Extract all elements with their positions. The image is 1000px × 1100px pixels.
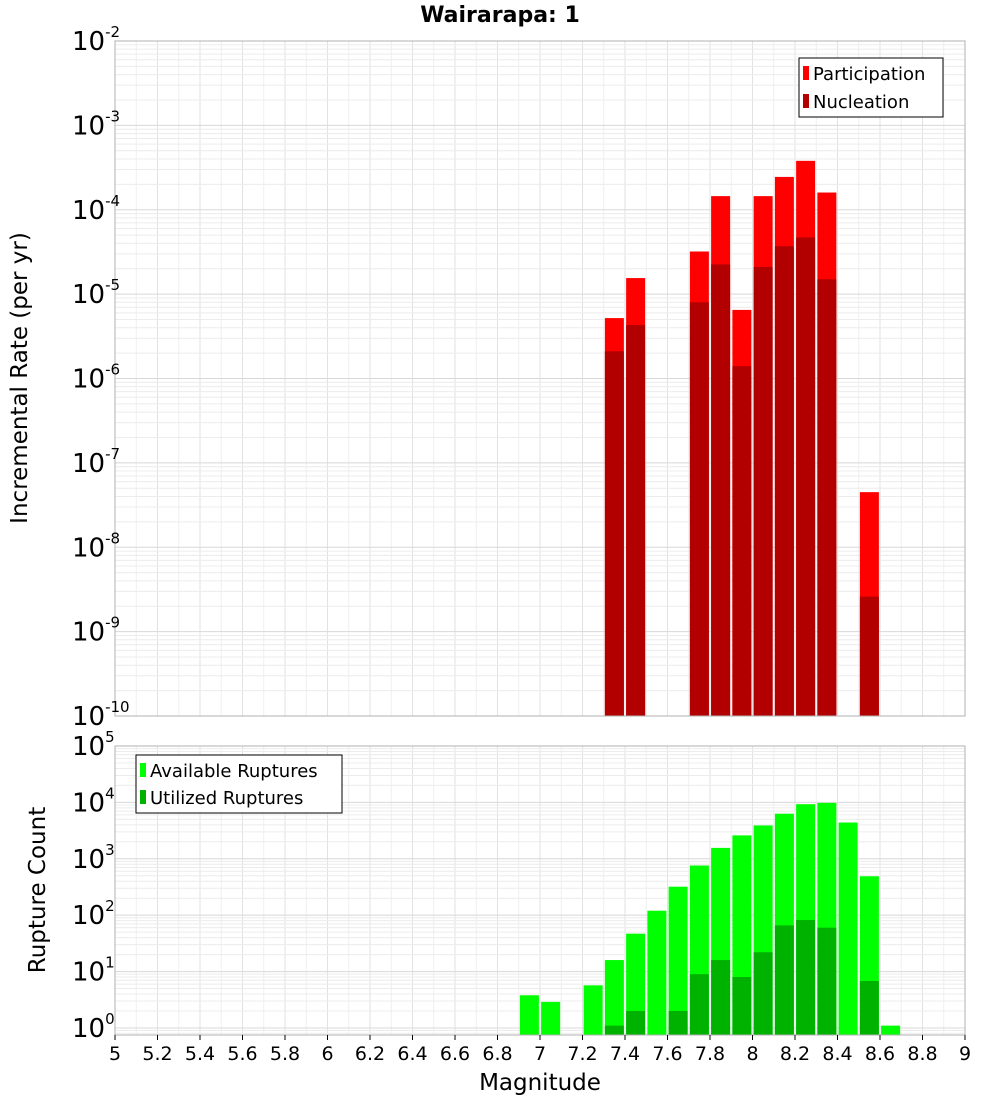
x-tick-label: 6.2: [355, 1043, 385, 1065]
x-tick-label: 7: [534, 1043, 546, 1065]
bottom-bar-utilized-ruptures: [859, 981, 879, 1035]
x-axis-label: Magnitude: [479, 1070, 601, 1096]
x-tick-label: 5: [109, 1043, 121, 1065]
x-tick-label: 6: [321, 1043, 333, 1065]
bottom-y-tick-label: 105: [72, 728, 115, 762]
legend-label-utilized: Utilized Ruptures: [150, 788, 303, 809]
bottom-y-tick-label: 100: [72, 1010, 115, 1044]
top-bar-nucleation: [774, 246, 794, 716]
top-bar-nucleation: [859, 596, 879, 716]
x-tick-label: 5.6: [227, 1043, 257, 1065]
bottom-y-tick-label: 103: [72, 841, 115, 875]
top-bar-nucleation: [604, 351, 624, 716]
bottom-bar-available-ruptures: [668, 886, 688, 1035]
top-y-ticks: 10-10 10-9 10-8 10-7 10-6 10-5 10-4 10-3 10-2: [72, 23, 130, 732]
bottom-bar-available-ruptures: [647, 910, 667, 1035]
x-tick-label: 6.8: [482, 1043, 512, 1065]
top-bar-nucleation: [817, 279, 837, 716]
x-tick-label: 8.4: [822, 1043, 852, 1065]
top-legend: Participation Nucleation: [798, 57, 944, 118]
top-bar-nucleation: [626, 325, 646, 716]
bottom-panel: 100 101 102 103 104 105 Rupture Count Availab…: [25, 728, 971, 1096]
top-bar-nucleation: [796, 237, 816, 717]
x-tick-label: 9: [959, 1043, 971, 1065]
bottom-bar-utilized-ruptures: [668, 1010, 688, 1035]
bottom-bar-utilized-ruptures: [626, 1010, 646, 1035]
top-plot-frame: [114, 40, 966, 717]
bottom-y-tick-label: 101: [72, 954, 115, 988]
x-tick-label: 5.4: [185, 1043, 215, 1065]
x-tick-label: 5.2: [142, 1043, 172, 1065]
bottom-y-ticks: 100 101 102 103 104 105: [72, 728, 115, 1044]
top-y-tick-label: 10-2: [72, 23, 120, 57]
top-y-tick-label: 10-3: [72, 107, 120, 141]
bottom-bar-utilized-ruptures: [604, 1025, 624, 1035]
bottom-y-axis-label: Rupture Count: [25, 807, 51, 973]
top-legend-box: [798, 57, 944, 118]
legend-label-nucleation: Nucleation: [813, 92, 909, 113]
x-tick-label: 6.4: [397, 1043, 427, 1065]
bottom-bar-available-ruptures: [838, 822, 858, 1035]
bottom-bar-utilized-ruptures: [732, 977, 752, 1035]
bottom-legend-box: [135, 754, 343, 814]
bottom-bar-available-ruptures: [541, 1001, 561, 1035]
x-tick-label: 7.2: [567, 1043, 597, 1065]
top-y-tick-label: 10-10: [72, 698, 130, 732]
bottom-bar-utilized-ruptures: [796, 920, 816, 1035]
legend-label-available: Available Ruptures: [150, 761, 318, 782]
bottom-bars: [519, 802, 901, 1035]
top-y-tick-label: 10-7: [72, 445, 120, 479]
top-y-axis-label: Incremental Rate (per yr): [7, 232, 33, 524]
top-bar-nucleation: [711, 264, 731, 716]
x-tick-label: 8: [746, 1043, 758, 1065]
top-bar-nucleation: [753, 266, 773, 716]
top-y-tick-label: 10-6: [72, 361, 120, 395]
top-bars: [604, 160, 879, 717]
top-y-tick-label: 10-4: [72, 192, 120, 226]
legend-swatch-utilized: [140, 790, 146, 804]
top-y-tick-label: 10-9: [72, 614, 120, 648]
x-tick-label: 7.8: [695, 1043, 725, 1065]
bottom-y-tick-label: 102: [72, 897, 115, 931]
bottom-bar-utilized-ruptures: [774, 925, 794, 1035]
top-grid: [114, 40, 966, 717]
top-y-tick-label: 10-8: [72, 529, 120, 563]
x-tick-label: 8.6: [865, 1043, 895, 1065]
legend-swatch-participation: [803, 66, 809, 80]
x-tick-label: 7.6: [652, 1043, 682, 1065]
bottom-bar-available-ruptures: [583, 985, 603, 1035]
top-y-tick-label: 10-5: [72, 276, 120, 310]
bottom-legend: Available Ruptures Utilized Ruptures: [135, 754, 343, 814]
bottom-bar-available-ruptures: [881, 1025, 901, 1035]
x-tick-label: 8.2: [780, 1043, 810, 1065]
bottom-bar-available-ruptures: [519, 995, 539, 1035]
bottom-bar-utilized-ruptures: [689, 974, 709, 1035]
bottom-bar-utilized-ruptures: [817, 927, 837, 1035]
x-ticks: 5 5.2 5.4 5.6 5.8 6 6.2 6.4 6.6 6.8 7 7.2 7.4 7.6 7.8 8…: [109, 1035, 971, 1065]
legend-label-participation: Participation: [813, 64, 925, 85]
top-panel: 10-10 10-9 10-8 10-7 10-6 10-5 10-4 10-3 10-2 In…: [7, 23, 966, 732]
bottom-bar-utilized-ruptures: [753, 952, 773, 1035]
x-tick-label: 7.4: [610, 1043, 640, 1065]
bottom-y-tick-label: 104: [72, 784, 115, 818]
legend-swatch-nucleation: [803, 94, 809, 108]
legend-swatch-available: [140, 763, 146, 777]
bottom-bar-available-ruptures: [626, 933, 646, 1035]
x-tick-label: 6.6: [440, 1043, 470, 1065]
chart-title: Wairarapa: 1: [420, 3, 580, 28]
x-tick-label: 8.8: [907, 1043, 937, 1065]
bottom-bar-utilized-ruptures: [711, 960, 731, 1035]
bottom-bar-available-ruptures: [604, 960, 624, 1035]
top-bar-nucleation: [732, 366, 752, 716]
x-tick-label: 5.8: [270, 1043, 300, 1065]
top-bar-nucleation: [689, 302, 709, 716]
